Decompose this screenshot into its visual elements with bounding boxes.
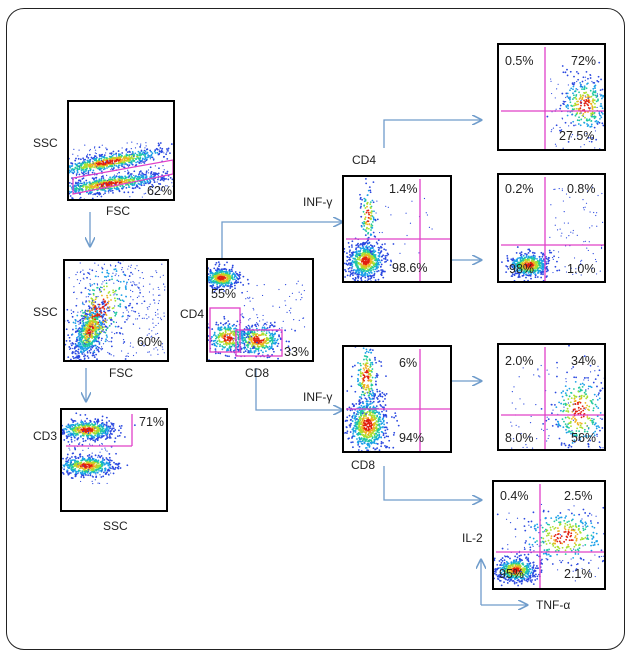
- quadrant-panel-3: 2.0% 34% 8.0% 56%: [497, 343, 606, 451]
- scatter-percent: 62%: [147, 185, 172, 198]
- cd3-panel: 71%: [60, 408, 168, 512]
- cd8-inf-ylabel: INF-γ: [303, 391, 332, 403]
- cd8-inf-hi-percent: 6%: [399, 357, 417, 370]
- cd3-xlabel: SSC: [103, 520, 128, 532]
- cd4-inf-hi-percent: 1.4%: [389, 183, 418, 196]
- cd3-percent: 71%: [139, 416, 164, 429]
- scatter-plot-panel: 62%: [67, 100, 175, 201]
- cd8-inf-lo-percent: 94%: [399, 432, 424, 445]
- singlets-percent: 60%: [137, 336, 162, 349]
- quadrant-panel-4: 0.4% 2.5% 95% 2.1%: [492, 480, 606, 590]
- q2-ul: 0.2%: [505, 183, 534, 196]
- singlets-ylabel: SSC: [33, 306, 58, 318]
- q4-ll: 95%: [499, 568, 524, 581]
- q3-ul: 2.0%: [505, 355, 534, 368]
- il2-axis-label: IL-2: [462, 532, 483, 544]
- cd4-percent: 55%: [211, 288, 236, 301]
- cd8-inf-panel: 6% 94%: [342, 345, 452, 453]
- q3-ll: 8.0%: [505, 432, 534, 445]
- cd4-inf-ylabel: INF-γ: [303, 196, 332, 208]
- q2-ur: 0.8%: [567, 183, 596, 196]
- q1-ur: 72%: [571, 55, 596, 68]
- cd4-inf-lo-percent: 98.6%: [392, 262, 427, 275]
- scatter-xlabel: FSC: [106, 205, 130, 217]
- arrow-cd4-to-q1: [384, 120, 481, 148]
- singlets-xlabel: FSC: [109, 367, 133, 379]
- q1-ul: 0.5%: [505, 55, 534, 68]
- cd4-inf-panel: 1.4% 98.6%: [342, 175, 452, 283]
- q1-lr: 27.5%: [559, 130, 594, 143]
- cd8-inf-dots: [344, 347, 450, 451]
- q4-ul: 0.4%: [500, 490, 529, 503]
- cd8-inf-xlabel: CD8: [351, 459, 375, 471]
- q4-lr: 2.1%: [564, 568, 593, 581]
- cd3-ylabel: CD3: [33, 430, 57, 442]
- quadrant-panel-2: 0.2% 0.8% 98% 1.0%: [497, 173, 606, 283]
- quadrant-panel-1: 0.5% 72% 27.5%: [497, 43, 606, 151]
- cd4cd8-xlabel: CD8: [245, 367, 269, 379]
- q2-ll: 98%: [509, 263, 534, 276]
- gating-diagram: 62% SSC FSC 60% SSC FSC 71% CD3 SSC 55% …: [0, 0, 627, 617]
- cd4-cd8-panel: 55% 33%: [206, 258, 314, 362]
- arrow-cd8-to-q4: [384, 466, 481, 500]
- singlets-panel: 60%: [63, 259, 169, 362]
- tnf-axis-label: TNF-α: [536, 599, 570, 611]
- cd4cd8-ylabel: CD4: [180, 308, 204, 320]
- q3-ur: 34%: [571, 355, 596, 368]
- q4-ur: 2.5%: [564, 490, 593, 503]
- scatter-ylabel: SSC: [33, 137, 58, 149]
- connector-to-cd4: [222, 222, 342, 258]
- cd8-percent: 33%: [284, 346, 309, 359]
- cd4-inf-xlabel: CD4: [352, 154, 376, 166]
- q2-lr: 1.0%: [567, 263, 596, 276]
- q3-lr: 56%: [571, 432, 596, 445]
